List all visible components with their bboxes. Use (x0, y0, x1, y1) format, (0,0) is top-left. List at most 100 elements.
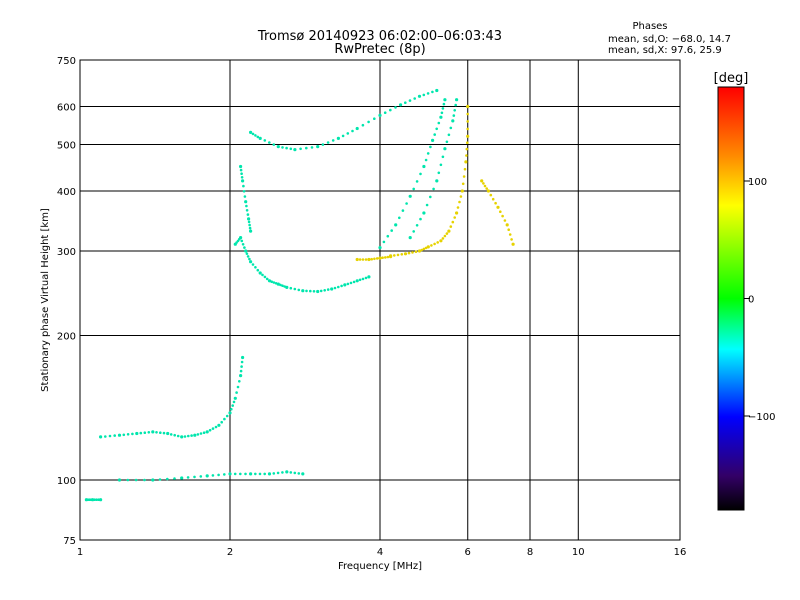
data-point (211, 474, 215, 477)
data-point (272, 281, 276, 284)
data-point (346, 282, 350, 286)
data-point (407, 251, 411, 255)
data-point (355, 126, 359, 131)
data-point (319, 289, 323, 293)
data-point (511, 242, 515, 246)
data-point (176, 434, 180, 438)
data-point (422, 93, 426, 97)
plot-points (84, 88, 515, 502)
data-point (239, 374, 243, 378)
y-axis-label: Stationary phase Virtual Height [km] (40, 208, 51, 392)
data-point (466, 104, 470, 109)
data-point (263, 275, 267, 279)
data-point (139, 431, 143, 435)
data-point (126, 433, 130, 436)
colorbar-ticks: 100 0 −100 (744, 177, 775, 423)
data-point (361, 258, 365, 261)
data-point (293, 148, 297, 152)
data-point (373, 117, 376, 120)
data-point (351, 129, 354, 133)
x-tick-label: 4 (377, 547, 383, 558)
data-point (445, 140, 449, 144)
data-point (336, 136, 340, 140)
data-point (384, 256, 387, 259)
data-point (445, 232, 449, 235)
stats-x-line: mean, sd,X: 97.6, 25.9 (608, 45, 722, 56)
data-point (199, 475, 203, 478)
data-point (449, 126, 453, 130)
data-point (285, 470, 289, 474)
y-tick-label: 75 (63, 536, 76, 547)
data-point (276, 282, 280, 286)
data-point (426, 245, 430, 249)
y-tick-label: 600 (57, 103, 76, 114)
data-point (299, 147, 302, 151)
data-point (256, 268, 260, 272)
data-point (293, 471, 297, 475)
data-point (205, 430, 209, 434)
plot-grid (80, 60, 680, 540)
data-point (465, 154, 468, 157)
data-point (331, 139, 335, 142)
data-point (180, 435, 184, 439)
x-tick-label: 1 (77, 547, 83, 558)
data-point (166, 431, 170, 436)
data-point (367, 120, 370, 124)
data-point (217, 473, 220, 477)
data-point (429, 195, 432, 199)
data-point (443, 98, 447, 102)
data-point (501, 214, 504, 218)
data-point (453, 109, 457, 112)
data-point (456, 206, 460, 209)
data-point (243, 195, 247, 198)
data-point (258, 472, 262, 476)
data-point (375, 257, 379, 260)
data-point (437, 171, 441, 175)
data-point (316, 289, 320, 294)
data-point (183, 435, 187, 438)
data-point (441, 237, 445, 240)
data-point (447, 133, 451, 137)
data-point (285, 146, 288, 150)
data-point (186, 476, 190, 479)
data-point (297, 288, 301, 292)
data-point (248, 226, 252, 230)
x-tick-label: 16 (674, 547, 687, 558)
data-point (431, 90, 434, 94)
data-point (441, 155, 445, 159)
data-point (247, 217, 251, 221)
data-point (466, 120, 470, 123)
data-point (373, 257, 376, 261)
data-point (258, 271, 262, 275)
data-point (316, 145, 320, 149)
data-point (117, 433, 122, 437)
data-point (108, 434, 112, 438)
data-point (466, 134, 470, 138)
stats-heading: Phases (632, 21, 667, 32)
data-point (326, 288, 330, 291)
data-point (496, 205, 500, 209)
data-point (244, 472, 247, 476)
data-point (240, 239, 244, 243)
data-point (340, 284, 343, 288)
plot-frame (79, 59, 681, 541)
data-point (333, 286, 337, 290)
data-point (143, 478, 146, 482)
data-point (426, 152, 430, 155)
data-point (367, 275, 371, 279)
data-point (443, 234, 447, 238)
data-point (358, 278, 362, 282)
data-point (412, 230, 416, 233)
data-point (267, 472, 272, 476)
data-point (396, 253, 400, 257)
data-point (248, 223, 251, 227)
data-point (199, 432, 203, 435)
data-point (436, 241, 440, 244)
data-point (263, 472, 267, 476)
data-point (352, 280, 356, 284)
data-point (187, 434, 190, 438)
data-point (499, 210, 502, 213)
data-point (466, 141, 469, 144)
y-tick-label: 500 (57, 141, 76, 152)
data-point (494, 201, 497, 205)
